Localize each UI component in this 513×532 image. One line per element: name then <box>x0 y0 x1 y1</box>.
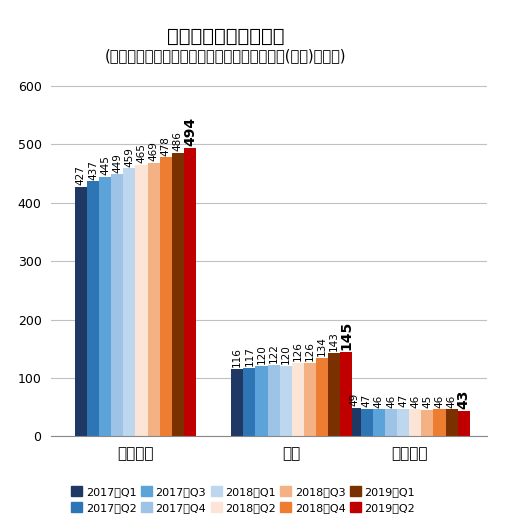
Bar <box>123 169 135 436</box>
Text: 437: 437 <box>88 160 98 179</box>
Text: 46: 46 <box>447 394 457 408</box>
Bar <box>268 365 280 436</box>
Bar <box>255 366 268 436</box>
Bar <box>340 352 352 436</box>
Bar <box>421 410 433 436</box>
Bar <box>397 409 409 436</box>
Text: 126: 126 <box>293 341 303 361</box>
Bar <box>361 409 373 436</box>
Text: 46: 46 <box>435 394 444 408</box>
Bar <box>409 410 421 436</box>
Text: 465: 465 <box>136 143 146 163</box>
Text: 47: 47 <box>362 394 372 407</box>
Bar <box>292 363 304 436</box>
Text: 445: 445 <box>100 155 110 175</box>
Bar <box>348 408 361 436</box>
Bar <box>280 366 292 436</box>
Text: 427: 427 <box>76 165 86 185</box>
Text: 46: 46 <box>410 394 420 408</box>
Bar <box>304 363 316 436</box>
Text: 478: 478 <box>161 136 171 155</box>
Text: 43: 43 <box>457 390 471 410</box>
Text: 46: 46 <box>374 394 384 408</box>
Text: 486: 486 <box>173 131 183 151</box>
Bar <box>87 181 99 436</box>
Text: (国庫短期証券＋国債･財融債、参考図表より(一部)、兆円): (国庫短期証券＋国債･財融債、参考図表より(一部)、兆円) <box>105 48 346 63</box>
Text: 49: 49 <box>349 393 360 406</box>
Bar <box>373 410 385 436</box>
Text: 国債などの保有者内訳: 国債などの保有者内訳 <box>167 27 285 46</box>
Bar <box>316 358 328 436</box>
Bar <box>111 174 123 436</box>
Text: 459: 459 <box>124 147 134 167</box>
Bar <box>184 148 196 436</box>
Text: 116: 116 <box>232 347 242 367</box>
Text: 47: 47 <box>398 394 408 407</box>
Text: 134: 134 <box>317 336 327 356</box>
Bar <box>99 177 111 436</box>
Text: 45: 45 <box>422 395 432 408</box>
Text: 469: 469 <box>149 141 159 161</box>
Text: 145: 145 <box>340 321 353 350</box>
Bar <box>148 163 160 436</box>
Text: 494: 494 <box>183 117 197 146</box>
Text: 122: 122 <box>269 344 279 363</box>
Bar <box>458 411 470 436</box>
Bar <box>243 368 255 436</box>
Bar <box>328 353 340 436</box>
Bar <box>231 369 243 436</box>
Text: 143: 143 <box>329 331 339 351</box>
Bar <box>172 153 184 436</box>
Legend: 2017年Q1, 2017年Q2, 2017年Q3, 2017年Q4, 2018年Q1, 2018年Q2, 2018年Q3, 2018年Q4, 2019年Q1,: 2017年Q1, 2017年Q2, 2017年Q3, 2017年Q4, 2018… <box>67 481 420 518</box>
Bar <box>135 165 148 436</box>
Text: 126: 126 <box>305 341 315 361</box>
Bar <box>445 410 458 436</box>
Bar <box>160 157 172 436</box>
Text: 120: 120 <box>281 345 291 364</box>
Text: 46: 46 <box>386 394 396 408</box>
Text: 120: 120 <box>256 345 266 364</box>
Bar <box>75 187 87 436</box>
Text: 449: 449 <box>112 153 122 172</box>
Bar <box>433 410 445 436</box>
Text: 117: 117 <box>244 346 254 366</box>
Bar <box>385 410 397 436</box>
